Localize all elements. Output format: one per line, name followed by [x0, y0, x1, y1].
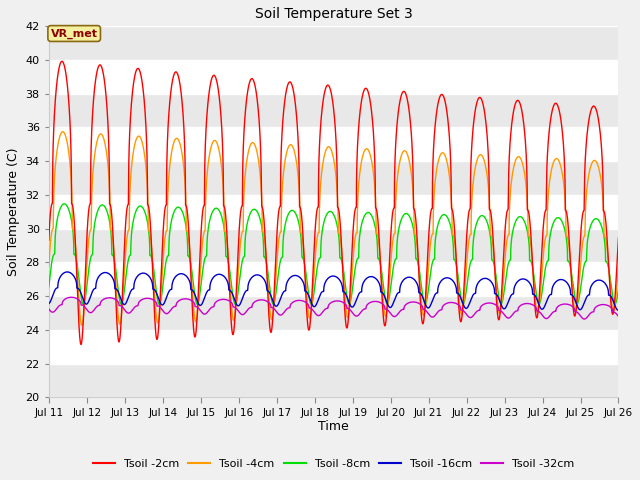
Title: Soil Temperature Set 3: Soil Temperature Set 3: [255, 7, 413, 21]
Bar: [49, 94, 618, 128]
Bar: [49, 296, 618, 330]
Bar: [49, 228, 618, 263]
Legend: Tsoil -2cm, Tsoil -4cm, Tsoil -8cm, Tsoil -16cm, Tsoil -32cm: Tsoil -2cm, Tsoil -4cm, Tsoil -8cm, Tsoi…: [88, 455, 579, 473]
X-axis label: Time: Time: [318, 420, 349, 433]
Bar: [49, 161, 618, 195]
Text: VR_met: VR_met: [51, 28, 98, 39]
Bar: [49, 26, 618, 60]
Y-axis label: Soil Temperature (C): Soil Temperature (C): [7, 147, 20, 276]
Bar: [49, 363, 618, 397]
